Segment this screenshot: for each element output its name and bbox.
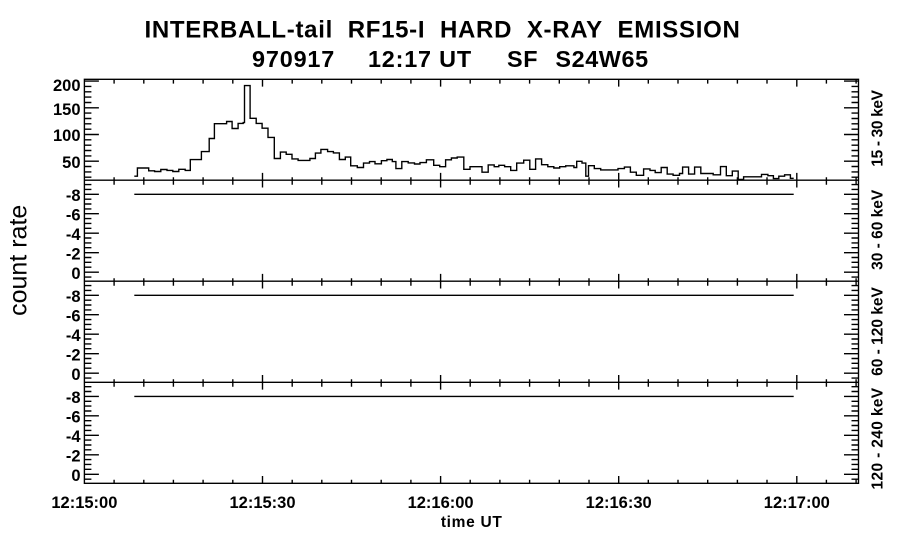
svg-text:-2: -2 [66, 245, 81, 263]
svg-text:-4: -4 [66, 327, 81, 345]
svg-text:-6: -6 [66, 206, 81, 224]
svg-text:12:17 UT: 12:17 UT [368, 46, 472, 72]
svg-text:-6: -6 [66, 307, 81, 325]
svg-text:12:17:00: 12:17:00 [764, 494, 830, 512]
svg-text:30 - 60 keV: 30 - 60 keV [869, 189, 886, 270]
svg-text:-4: -4 [66, 226, 81, 244]
svg-text:0: 0 [71, 366, 80, 384]
svg-text:100: 100 [53, 127, 81, 145]
svg-text:120 - 240 keV: 120 - 240 keV [869, 387, 886, 489]
svg-text:-8: -8 [66, 389, 81, 407]
svg-text:0: 0 [71, 265, 80, 283]
svg-text:-2: -2 [66, 448, 81, 466]
svg-text:-6: -6 [66, 409, 81, 427]
svg-text:970917: 970917 [252, 46, 335, 72]
svg-text:-4: -4 [66, 428, 81, 446]
svg-text:SF: SF [507, 46, 538, 72]
svg-text:200: 200 [53, 77, 81, 95]
svg-text:150: 150 [53, 101, 81, 119]
svg-text:time UT: time UT [441, 514, 503, 531]
svg-text:INTERBALL-tail RF15-I HARD: INTERBALL-tail RF15-I HARD X-RAY EMISSIO… [145, 16, 741, 43]
svg-text:12:16:30: 12:16:30 [586, 494, 652, 512]
svg-text:12:15:00: 12:15:00 [51, 494, 117, 512]
svg-text:12:15:30: 12:15:30 [229, 494, 295, 512]
svg-text:count rate: count rate [5, 205, 33, 316]
svg-text:15 - 30 keV: 15 - 30 keV [869, 89, 886, 166]
svg-text:0: 0 [71, 467, 80, 485]
svg-text:12:16:00: 12:16:00 [408, 494, 474, 512]
svg-text:-2: -2 [66, 346, 81, 364]
svg-text:-8: -8 [66, 288, 81, 306]
svg-text:S24W65: S24W65 [555, 46, 648, 72]
svg-text:50: 50 [62, 154, 80, 172]
svg-text:-8: -8 [66, 187, 81, 205]
svg-text:60 - 120 keV: 60 - 120 keV [869, 286, 886, 375]
